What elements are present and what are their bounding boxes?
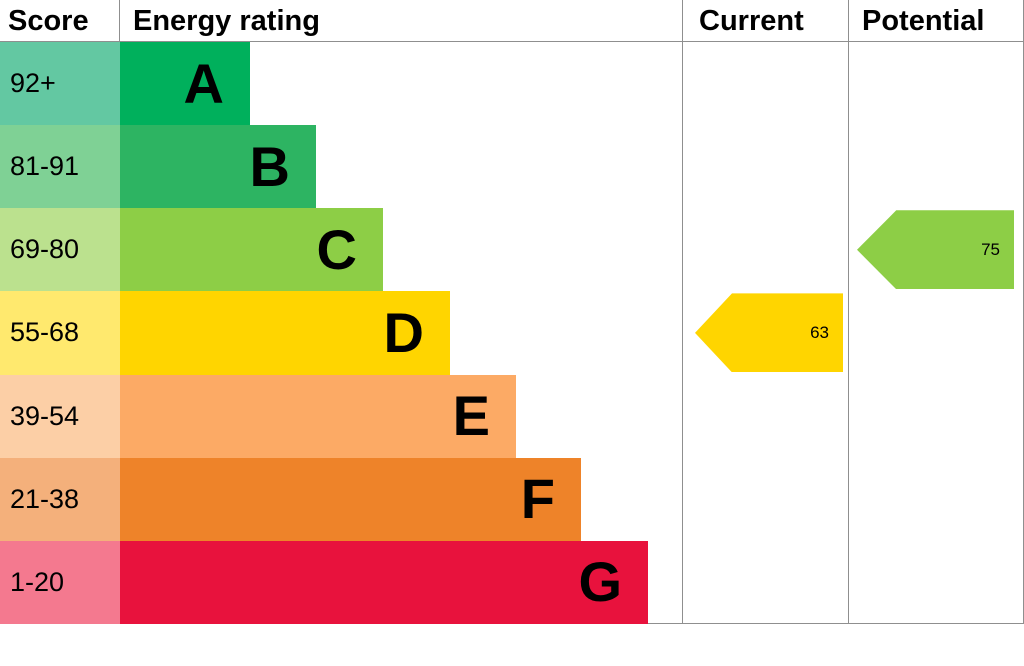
- band-letter-a: A: [183, 51, 224, 115]
- band-letter-c: C: [316, 217, 357, 281]
- header-potential: Potential: [862, 4, 985, 37]
- header-current: Current: [699, 4, 804, 37]
- band-letter-b: B: [249, 134, 290, 198]
- band-letter-e: E: [452, 384, 490, 448]
- column-divider-current: [682, 0, 683, 624]
- band-row-b: 81-91 B: [0, 125, 683, 209]
- score-range-e: 39-54: [0, 374, 120, 458]
- band-bar-b: B: [120, 125, 316, 209]
- potential-rating-value: 75: [981, 239, 1000, 259]
- column-divider-potential: [848, 0, 849, 624]
- band-bar-a: A: [120, 42, 250, 126]
- band-bar-c: C: [120, 208, 383, 292]
- header-divider: [0, 41, 1024, 42]
- band-row-f: 21-38 F: [0, 457, 683, 541]
- band-bar-e: E: [120, 374, 516, 458]
- band-bar-f: F: [120, 457, 581, 541]
- band-bar-g: G: [120, 540, 648, 624]
- band-letter-f: F: [520, 467, 555, 531]
- current-rating-value: 63: [810, 322, 829, 342]
- score-range-f: 21-38: [0, 457, 120, 541]
- score-range-d: 55-68: [0, 291, 120, 375]
- current-rating-arrow: 63: [695, 293, 843, 373]
- band-row-e: 39-54 E: [0, 374, 683, 458]
- score-range-c: 69-80: [0, 208, 120, 292]
- band-letter-g: G: [578, 550, 622, 614]
- header-score: Score: [8, 4, 89, 37]
- band-bar-d: D: [120, 291, 450, 375]
- band-rows: 92+ A 81-91 B 69-80 C 55-68 D 39-54 E 21-38 F 1-20 G: [0, 42, 683, 624]
- score-range-a: 92+: [0, 42, 120, 126]
- header-energy-rating: Energy rating: [133, 4, 320, 37]
- score-range-b: 81-91: [0, 125, 120, 209]
- score-range-g: 1-20: [0, 540, 120, 624]
- band-row-a: 92+ A: [0, 42, 683, 126]
- band-letter-d: D: [383, 300, 424, 364]
- band-row-d: 55-68 D: [0, 291, 683, 375]
- band-row-g: 1-20 G: [0, 540, 683, 624]
- potential-rating-arrow: 75: [857, 210, 1014, 290]
- band-row-c: 69-80 C: [0, 208, 683, 292]
